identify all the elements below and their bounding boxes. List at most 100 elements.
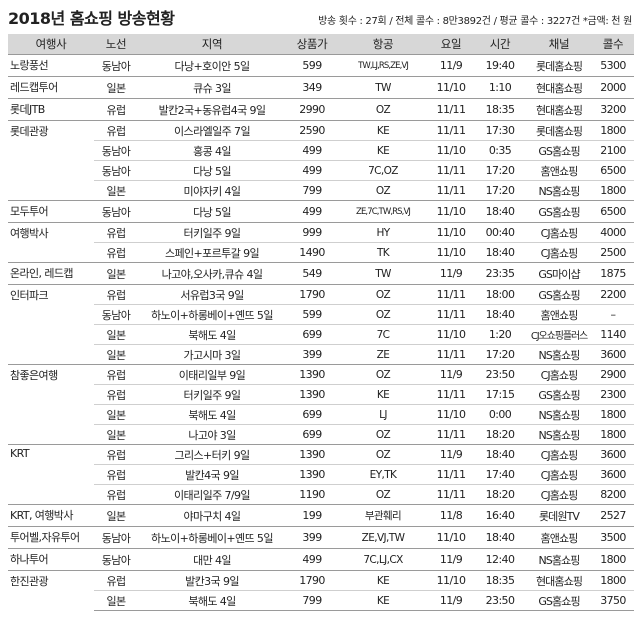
price-cell: 799: [286, 590, 338, 611]
calls-cell: 3500: [592, 526, 634, 549]
calls-cell: 3600: [592, 344, 634, 365]
price-cell: 1390: [286, 364, 338, 385]
airline-cell: TW: [338, 262, 428, 285]
region-cell: 그리스+터키 9일: [138, 444, 286, 465]
table-row: 일본 미야자키 4일 799 OZ 11/11 17:20 NS홈쇼핑 1800: [8, 180, 634, 201]
calls-cell: 2000: [592, 76, 634, 99]
airline-cell: 부관훼리: [338, 504, 428, 527]
region-cell: 터키일주 9일: [138, 384, 286, 405]
region-cell: 이태리일부 9일: [138, 364, 286, 385]
route-cell: 유럽: [94, 484, 138, 505]
time-cell: 18:00: [474, 284, 526, 305]
route-cell: 유럽: [94, 444, 138, 465]
table-row: 동남아 다낭 5일 499 7C,OZ 11/11 17:20 홈앤쇼핑 6500: [8, 160, 634, 181]
time-cell: 18:40: [474, 242, 526, 263]
calls-cell: 2527: [592, 504, 634, 527]
region-cell: 이스라엘일주 7일: [138, 120, 286, 141]
col-header-time: 시간: [474, 34, 526, 55]
date-cell: 11/9: [428, 262, 474, 285]
region-cell: 대만 4일: [138, 548, 286, 571]
route-cell: 유럽: [94, 364, 138, 385]
date-cell: 11/11: [428, 484, 474, 505]
calls-cell: 2900: [592, 364, 634, 385]
table-row: 한진관광 유럽 발칸3국 9일 1790 KE 11/10 18:35 현대홈쇼핑 1800: [8, 570, 634, 611]
date-cell: 11/10: [428, 222, 474, 243]
col-header-airline: 항공: [338, 34, 428, 55]
price-cell: 599: [286, 304, 338, 325]
price-cell: 999: [286, 222, 338, 243]
agency-cell: 하나투어: [8, 548, 94, 571]
channel-cell: CJ홈쇼핑: [526, 444, 592, 465]
route-cell: 유럽: [94, 98, 138, 121]
route-cell: 일본: [94, 424, 138, 445]
price-cell: 2990: [286, 98, 338, 121]
table-row: 참좋은여행 유럽 이태리일부 9일 1390 OZ 11/9 23:50 CJ홈쇼핑 2900: [8, 364, 634, 445]
calls-cell: 1800: [592, 570, 634, 591]
calls-cell: 1800: [592, 120, 634, 141]
airline-cell: TK: [338, 242, 428, 263]
airline-cell: EY,TK: [338, 464, 428, 485]
table-row: 투어벨,자유투어 동남아 하노이+하롱베이+옌뜨 5일 399 ZE,VJ,TW 11/1…: [8, 526, 634, 549]
channel-cell: 홈앤쇼핑: [526, 304, 592, 325]
region-cell: 야마구치 4일: [138, 504, 286, 527]
airline-cell: KE: [338, 120, 428, 141]
date-cell: 11/11: [428, 120, 474, 141]
table-row: 유럽 터키일주 9일 1390 KE 11/11 17:15 GS홈쇼핑 2300: [8, 384, 634, 405]
calls-cell: 2200: [592, 284, 634, 305]
time-cell: 18:20: [474, 484, 526, 505]
date-cell: 11/11: [428, 384, 474, 405]
col-header-date: 요일: [428, 34, 474, 55]
broadcast-table: 여행사 노선 지역 상품가 항공 요일 시간 채널 콜수 노랑풍선 동남아 다낭+호…: [8, 34, 634, 611]
channel-cell: CJ홈쇼핑: [526, 242, 592, 263]
calls-cell: 4000: [592, 222, 634, 243]
date-cell: 11/10: [428, 570, 474, 591]
time-cell: 1:10: [474, 76, 526, 99]
table-row: 일본 북해도 4일 699 7C 11/10 1:20 CJ오쇼핑플러스 1140: [8, 324, 634, 345]
route-cell: 일본: [94, 344, 138, 365]
channel-cell: GS홈쇼핑: [526, 200, 592, 223]
channel-cell: CJ홈쇼핑: [526, 222, 592, 243]
date-cell: 11/11: [428, 344, 474, 365]
agency-cell: 인터파크: [8, 284, 94, 365]
time-cell: 17:40: [474, 464, 526, 485]
table-row: 일본 가고시마 3일 399 ZE 11/11 17:20 NS홈쇼핑 3600: [8, 344, 634, 365]
region-cell: 나고야 3일: [138, 424, 286, 445]
channel-cell: GS홈쇼핑: [526, 140, 592, 161]
channel-cell: CJ오쇼핑플러스: [526, 324, 592, 345]
channel-cell: 현대홈쇼핑: [526, 570, 592, 591]
calls-cell: 1800: [592, 548, 634, 571]
route-cell: 유럽: [94, 242, 138, 263]
airline-cell: OZ: [338, 424, 428, 445]
route-cell: 일본: [94, 76, 138, 99]
col-header-channel: 채널: [526, 34, 592, 55]
date-cell: 11/9: [428, 364, 474, 385]
date-cell: 11/11: [428, 180, 474, 201]
price-cell: 2590: [286, 120, 338, 141]
table-row: 모두투어 동남아 다낭 5일 499 ZE,7C,TW,RS,VJ 11/10 18:40 G…: [8, 200, 634, 223]
airline-cell: KE: [338, 570, 428, 591]
calls-cell: 1800: [592, 404, 634, 425]
airline-cell: LJ: [338, 404, 428, 425]
agency-cell: 노랑풍선: [8, 54, 94, 77]
region-cell: 터키일주 9일: [138, 222, 286, 243]
region-cell: 서유럽3국 9일: [138, 284, 286, 305]
calls-cell: 1140: [592, 324, 634, 345]
time-cell: 23:50: [474, 590, 526, 611]
table-row: 노랑풍선 동남아 다낭+호이안 5일 599 TW,LJ,RS,ZE,VJ 11/9 19:…: [8, 54, 634, 77]
airline-cell: OZ: [338, 364, 428, 385]
broadcast-summary: 방송 횟수 : 27회 / 전체 콜수 : 8만3892건 / 평균 콜수 : …: [318, 16, 632, 27]
region-cell: 큐슈 3일: [138, 76, 286, 99]
table-row: 유럽 발칸4국 9일 1390 EY,TK 11/11 17:40 CJ홈쇼핑 3600: [8, 464, 634, 485]
col-header-region: 지역: [138, 34, 286, 55]
agency-cell: 롯데JTB: [8, 98, 94, 121]
region-cell: 북해도 4일: [138, 590, 286, 611]
channel-cell: 롯데홈쇼핑: [526, 54, 592, 77]
airline-cell: ZE: [338, 344, 428, 365]
calls-cell: 3750: [592, 590, 634, 611]
table-row: 온라인, 레드캡 일본 나고야,오사카,큐슈 4일 549 TW 11/9 23:35 GS마…: [8, 262, 634, 285]
table-row: 여행박사 유럽 터키일주 9일 999 HY 11/10 00:40 CJ홈쇼핑 4000: [8, 222, 634, 263]
airline-cell: ZE,7C,TW,RS,VJ: [338, 200, 428, 223]
time-cell: 00:40: [474, 222, 526, 243]
calls-cell: 8200: [592, 484, 634, 505]
date-cell: 11/10: [428, 242, 474, 263]
